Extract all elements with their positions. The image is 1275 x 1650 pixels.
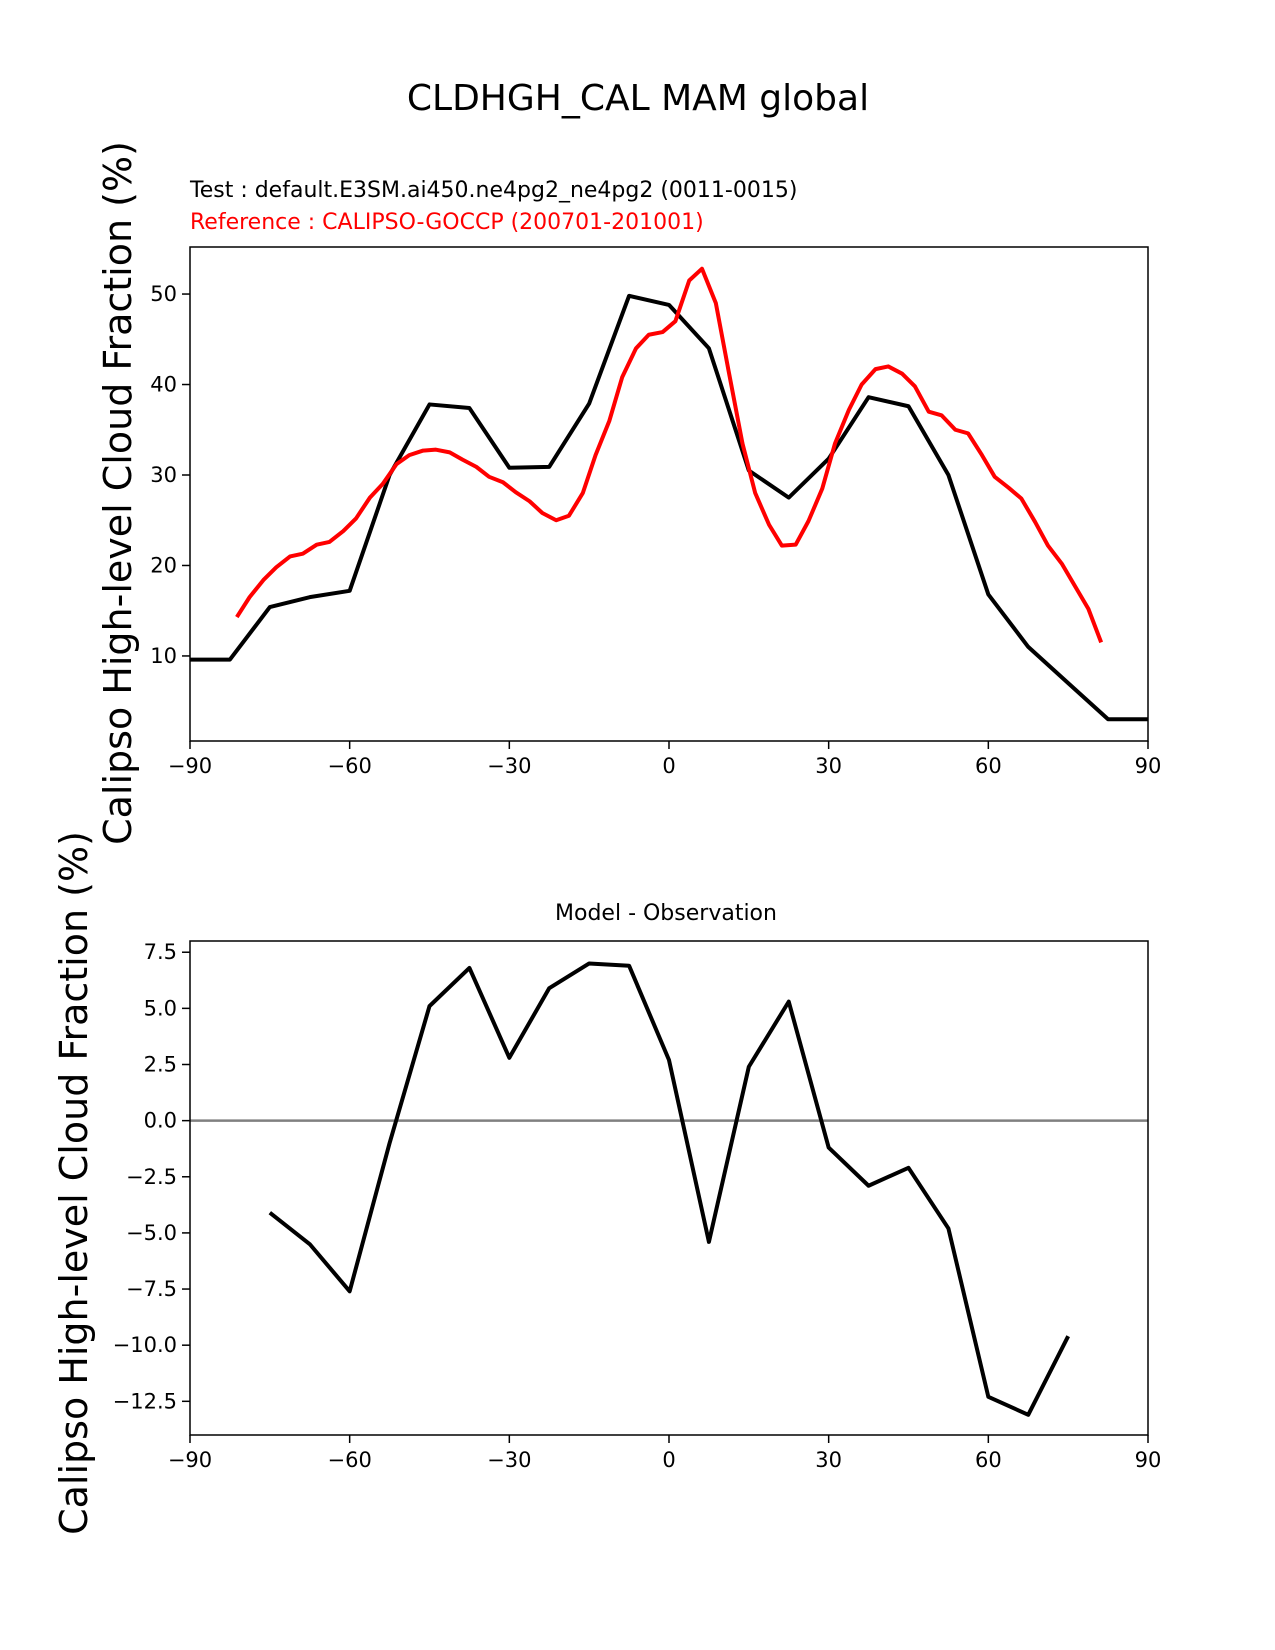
zonal-mean-panel: Test : default.E3SM.ai450.ne4pg2_ne4pg2 …	[96, 141, 1161, 845]
top-x-tick-label: 90	[1135, 754, 1162, 778]
bottom-y-axis-label: Calipso High-level Cloud Fraction (%)	[52, 831, 96, 1535]
difference-panel: Model - Observation Calipso High-level C…	[52, 831, 1161, 1535]
bottom-x-tick-label: 0	[662, 1448, 675, 1472]
top-axes: −90 −60 −30 0 30 60 90 10 20 30 40 50	[150, 246, 1162, 778]
figure-suptitle: CLDHGH_CAL MAM global	[407, 78, 869, 119]
top-x-tick-label: −90	[168, 754, 212, 778]
bottom-x-tick-label: 60	[975, 1448, 1002, 1472]
reference-label: Reference : CALIPSO-GOCCP (200701-201001…	[190, 210, 704, 235]
top-y-tick-label: 10	[150, 644, 177, 668]
top-x-tick-label: −30	[487, 754, 531, 778]
top-x-tick-label: −60	[328, 754, 372, 778]
bottom-x-tick-label: −60	[328, 1448, 372, 1472]
test-label: Test : default.E3SM.ai450.ne4pg2_ne4pg2 …	[189, 178, 797, 203]
bottom-x-tick-label: 90	[1135, 1448, 1162, 1472]
bottom-y-tick-label: −2.5	[126, 1165, 177, 1189]
top-y-tick-label: 20	[150, 553, 177, 577]
bottom-x-tick-label: −90	[168, 1448, 212, 1472]
top-series-test-line	[190, 293, 1148, 722]
bottom-x-tick-label: 30	[815, 1448, 842, 1472]
bottom-y-tick-label: −12.5	[113, 1389, 177, 1413]
bottom-axes: −90 −60 −30 0 30 60 90 7.5 5.0 2.5 0.0 −2.5 −5.0 −7.5…	[113, 940, 1162, 1472]
bottom-y-tick-label: 7.5	[144, 940, 177, 964]
bottom-y-tick-label: −5.0	[126, 1221, 177, 1245]
top-x-tick-label: 30	[815, 754, 842, 778]
top-x-tick-label: 60	[975, 754, 1002, 778]
bottom-y-tick-label: −10.0	[113, 1333, 177, 1357]
bottom-series-model-observation-line	[268, 961, 1070, 1417]
top-series-reference-line	[235, 266, 1104, 644]
top-y-axis-label: Calipso High-level Cloud Fraction (%)	[96, 141, 140, 845]
bottom-x-tick-label: −30	[487, 1448, 531, 1472]
bottom-y-tick-label: −7.5	[126, 1277, 177, 1301]
bottom-y-tick-label: 5.0	[144, 996, 177, 1020]
top-y-tick-label: 40	[150, 373, 177, 397]
top-y-tick-label: 30	[150, 463, 177, 487]
top-x-tick-label: 0	[662, 754, 675, 778]
bottom-y-tick-label: 2.5	[144, 1053, 177, 1077]
bottom-panel-title: Model - Observation	[555, 901, 777, 926]
bottom-y-tick-label: 0.0	[144, 1109, 177, 1133]
top-y-tick-label: 50	[150, 282, 177, 306]
